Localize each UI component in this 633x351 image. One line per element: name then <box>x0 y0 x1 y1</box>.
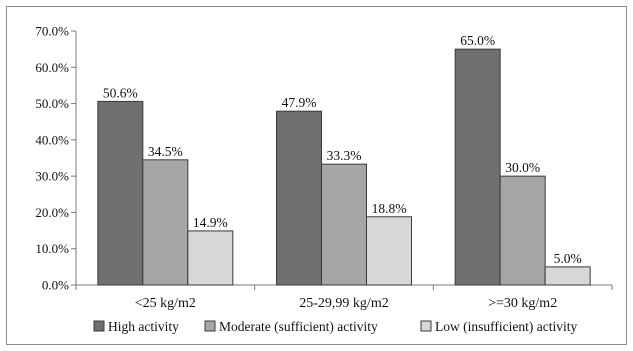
data-label: 65.0% <box>460 33 495 48</box>
bar <box>366 216 412 286</box>
x-tick-label: >=30 kg/m2 <box>488 296 557 311</box>
y-tick-label: 0.0% <box>42 278 69 293</box>
data-label: 34.5% <box>148 144 183 159</box>
data-label: 33.3% <box>327 148 362 163</box>
bar <box>142 159 189 286</box>
bar <box>499 175 546 286</box>
y-tick-label: 60.0% <box>35 60 69 75</box>
legend-label: Moderate (sufficient) activity <box>219 319 378 334</box>
legend-swatch <box>93 320 105 332</box>
data-label: 50.6% <box>103 85 138 100</box>
y-tick-label: 70.0% <box>35 24 69 39</box>
bar <box>321 163 367 286</box>
y-tick-label: 50.0% <box>35 96 69 111</box>
data-label: 5.0% <box>554 251 582 266</box>
bar <box>187 230 234 286</box>
bars: 50.6% 34.5% 14.9% 47.9% 33.3% 18.8% 65.0% 30.0%… <box>97 33 591 286</box>
legend-label: High activity <box>108 319 179 334</box>
x-tick-label: 25-29,99 kg/m2 <box>299 296 388 311</box>
y-tick-label: 30.0% <box>35 169 69 184</box>
legend: High activity Moderate (sufficient) activ… <box>93 319 577 334</box>
data-label: 18.8% <box>372 201 407 216</box>
data-label: 14.9% <box>193 215 228 230</box>
legend-swatch <box>420 320 432 332</box>
x-tick-label: <25 kg/m2 <box>135 296 196 311</box>
bar <box>454 48 501 286</box>
y-tick-label: 20.0% <box>35 205 69 220</box>
legend-swatch <box>204 320 216 332</box>
data-label: 47.9% <box>282 95 317 110</box>
legend-label: Low (insufficient) activity <box>435 319 577 334</box>
bar <box>544 266 591 286</box>
bar <box>276 110 322 286</box>
y-tick-label: 40.0% <box>35 132 69 147</box>
y-tick-label: 10.0% <box>35 241 69 256</box>
data-label: 30.0% <box>505 160 540 175</box>
bar <box>97 100 144 286</box>
